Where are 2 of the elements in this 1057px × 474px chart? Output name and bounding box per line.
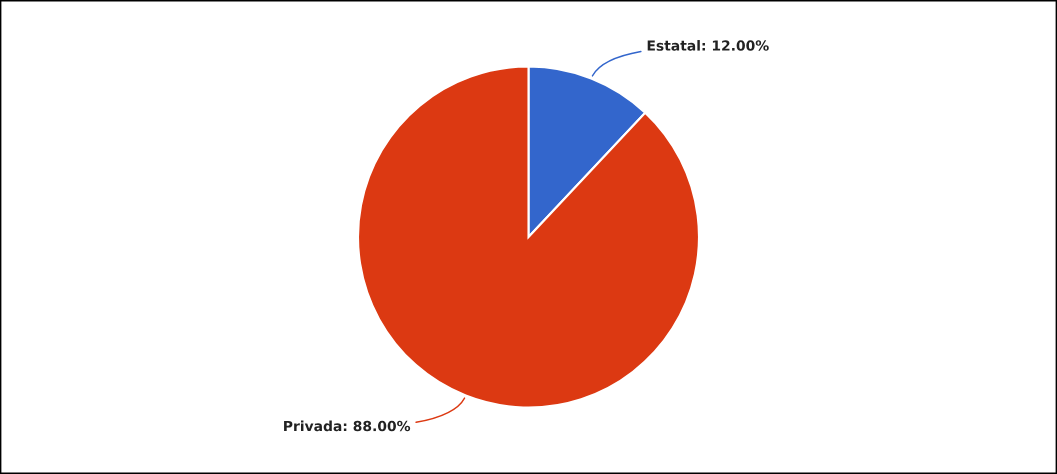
slice-label: Estatal: 12.00% <box>647 40 769 51</box>
slice-label: Privada: 88.00% <box>284 420 411 432</box>
